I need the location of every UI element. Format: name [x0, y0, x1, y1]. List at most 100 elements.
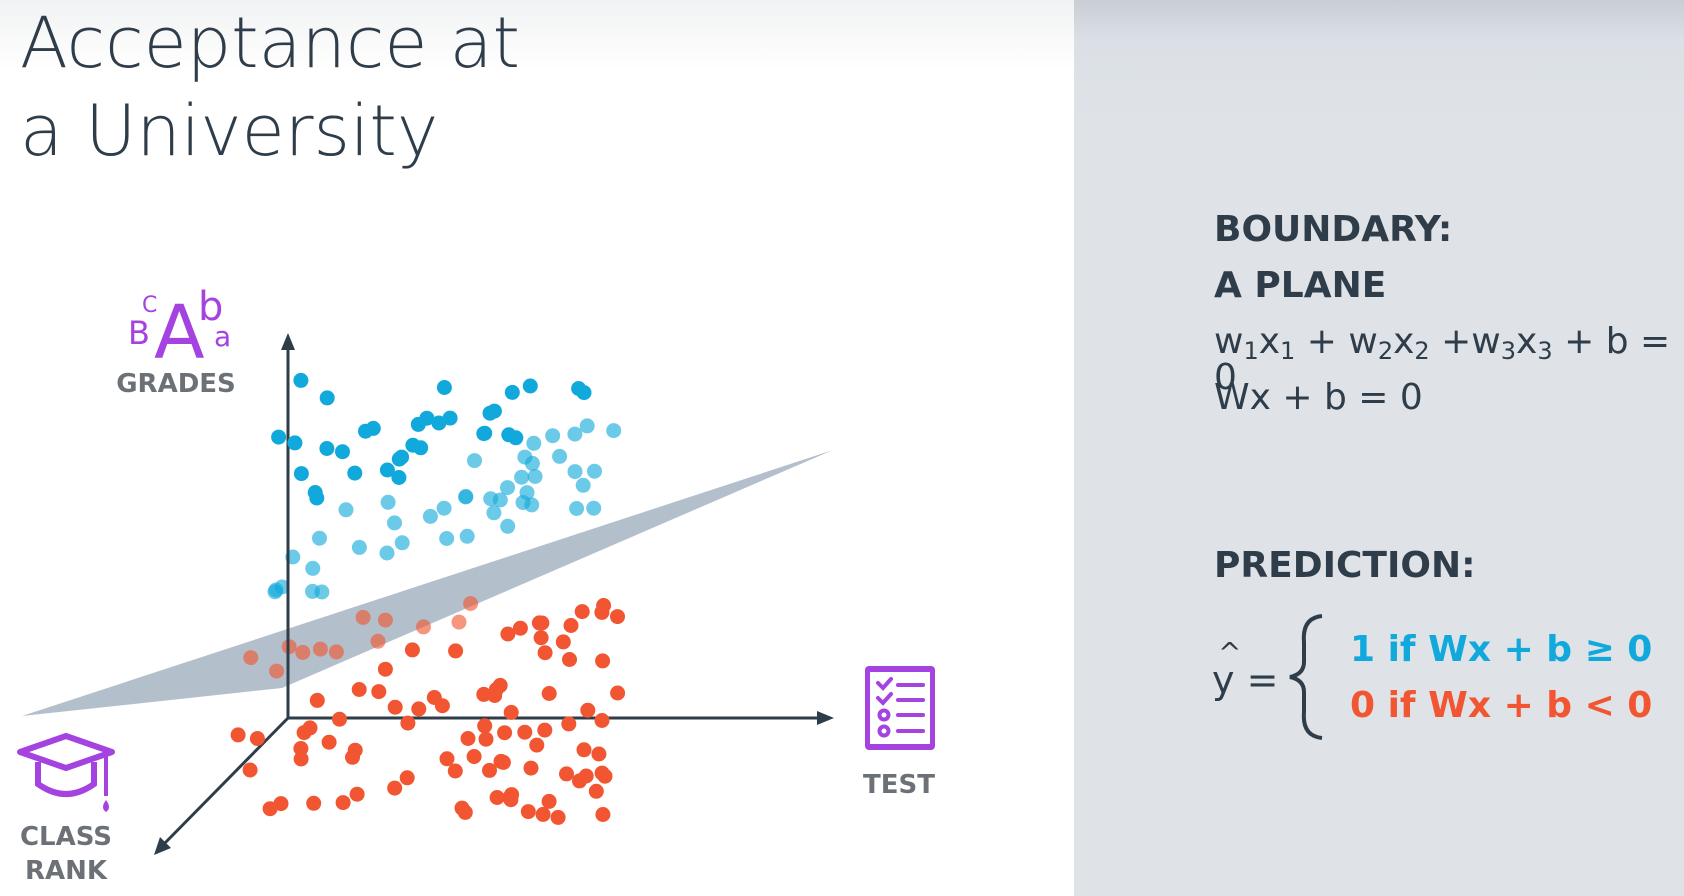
data-point	[448, 643, 464, 659]
decision-plane	[22, 450, 833, 716]
data-point	[399, 770, 415, 786]
data-point	[504, 384, 520, 400]
data-point	[478, 731, 494, 747]
data-point	[436, 380, 452, 395]
data-point	[351, 682, 367, 697]
depth-axis	[160, 716, 290, 848]
data-point	[371, 684, 387, 700]
data-point	[500, 626, 516, 642]
data-point	[567, 426, 583, 442]
data-point	[533, 630, 549, 646]
data-point	[477, 425, 493, 441]
data-point	[587, 463, 602, 479]
eq-plus-w2: + w	[1295, 321, 1378, 362]
data-point	[419, 410, 435, 426]
data-point	[387, 699, 403, 715]
data-point	[312, 641, 328, 657]
data-point	[594, 713, 610, 728]
eq-x2: x	[1393, 321, 1415, 362]
grades-letter-b: b	[198, 284, 223, 330]
data-point	[405, 437, 421, 453]
data-point	[571, 381, 587, 396]
data-point	[486, 505, 502, 521]
data-point	[442, 410, 458, 426]
data-point	[522, 378, 538, 394]
data-point	[332, 711, 347, 727]
data-point	[319, 441, 335, 456]
data-point	[422, 508, 438, 524]
data-point	[545, 428, 561, 444]
data-point	[293, 751, 309, 767]
data-point	[552, 448, 568, 464]
data-point	[295, 644, 311, 660]
data-point	[377, 661, 393, 677]
data-point	[293, 741, 309, 756]
data-point	[347, 465, 363, 481]
grades-letter-A: A	[154, 290, 205, 376]
data-point	[527, 469, 543, 484]
data-point	[501, 427, 517, 443]
data-point	[534, 615, 550, 631]
data-point	[249, 731, 265, 746]
test-axis-label: TEST	[863, 770, 935, 800]
eq-x3: x	[1516, 321, 1538, 362]
data-point	[541, 686, 557, 701]
data-point	[431, 415, 447, 431]
data-point	[594, 604, 610, 620]
data-point	[416, 619, 431, 635]
data-point	[380, 494, 396, 510]
data-point	[575, 477, 591, 493]
eq-sub-1: 1	[1243, 337, 1259, 365]
graduation-cap-icon	[17, 733, 115, 812]
grades-letter-C: C	[142, 293, 157, 318]
data-point	[242, 762, 258, 778]
data-point	[243, 650, 259, 666]
data-point	[524, 455, 540, 471]
data-point	[293, 466, 309, 482]
axes	[154, 333, 834, 855]
data-point	[262, 801, 278, 817]
data-point	[524, 497, 540, 513]
plane-equation: w1x1 + w2x2 +w3x3 + b = 0	[1214, 324, 1684, 396]
title-line-2: a University	[20, 90, 439, 172]
data-point	[482, 762, 497, 778]
data-point	[610, 685, 626, 701]
vector-equation: Wx + b = 0	[1214, 377, 1423, 418]
data-point	[561, 716, 577, 732]
data-point	[338, 502, 354, 518]
data-point	[563, 618, 579, 633]
data-point	[595, 653, 611, 669]
data-point	[391, 451, 407, 467]
data-point	[370, 633, 386, 649]
data-point	[486, 403, 502, 419]
data-point	[529, 737, 545, 753]
data-point	[269, 663, 285, 679]
data-point	[319, 390, 335, 406]
data-point	[305, 583, 320, 599]
data-point	[411, 701, 427, 717]
data-point	[555, 634, 571, 650]
y-hat-label: y =	[1212, 658, 1279, 702]
data-point	[335, 795, 351, 811]
class-rank-label-line-2: RANK	[25, 856, 108, 886]
data-point	[274, 579, 290, 595]
data-point	[391, 470, 407, 485]
formula-panel	[1074, 0, 1684, 896]
data-point	[569, 501, 585, 516]
data-point	[436, 500, 452, 516]
data-point	[576, 742, 592, 758]
data-point	[541, 793, 557, 809]
data-point	[594, 765, 610, 781]
data-point	[377, 612, 393, 628]
data-point	[426, 690, 442, 705]
data-point	[306, 795, 322, 811]
eq-sub-2b: 2	[1414, 337, 1430, 365]
data-point	[447, 763, 463, 779]
data-point	[550, 809, 566, 825]
data-point	[312, 530, 327, 546]
data-point	[526, 435, 542, 451]
data-point	[379, 545, 395, 561]
data-point	[586, 500, 602, 516]
data-point	[355, 609, 371, 625]
data-point	[595, 807, 611, 822]
